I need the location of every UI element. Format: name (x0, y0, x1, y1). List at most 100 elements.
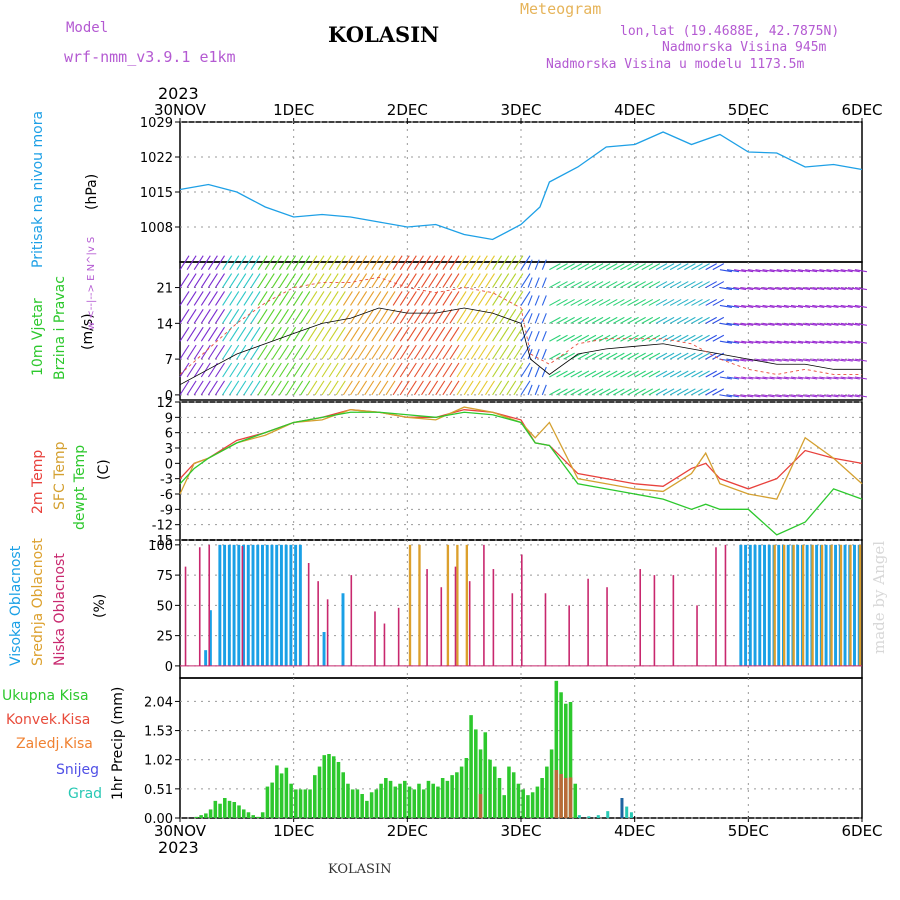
wind-barb (734, 394, 747, 398)
wind-barb (790, 287, 804, 291)
wind-barb (378, 291, 389, 306)
wind-barb (748, 304, 761, 308)
wind-barb (591, 370, 604, 378)
wind-barb (278, 291, 289, 306)
wind-barb (321, 326, 332, 342)
cloud-mid-bar (418, 544, 421, 666)
cloud-high-bar (275, 544, 279, 666)
cloud-high-bar (237, 544, 241, 666)
wind-barb (819, 340, 832, 344)
wind-barb (222, 273, 233, 288)
wind-barb (371, 344, 382, 360)
cloud-high-bar (256, 544, 260, 666)
wind-barb (229, 255, 240, 270)
wind-barb (662, 352, 675, 360)
wind-barb (385, 309, 396, 324)
wind-barb (243, 362, 254, 378)
wind-barb (357, 291, 368, 306)
wind-barb (485, 291, 495, 306)
cloud-low-bar (241, 546, 244, 666)
wind-barb (456, 273, 467, 288)
wind-barb (456, 344, 467, 360)
wind-barb (705, 388, 717, 396)
wind-barb (435, 326, 446, 342)
precip-total-bar (388, 780, 393, 818)
cloud-low-bar (483, 544, 485, 666)
wind-barb (513, 273, 524, 288)
wind-barb (257, 255, 268, 270)
wind-barb (342, 362, 353, 378)
cloud-high-bar (227, 544, 231, 666)
wind-barb (442, 291, 453, 306)
wind-barb (790, 358, 804, 362)
precip-total-bar (426, 780, 431, 818)
precip-total-bar (270, 782, 274, 818)
wind-barb (840, 287, 853, 291)
wind-barb (805, 394, 818, 398)
wind-barb (264, 362, 275, 378)
wind-barb (669, 388, 682, 396)
wind-barb (805, 322, 818, 326)
wind-barb (677, 352, 689, 360)
cloud-low-bar (397, 607, 400, 666)
wind-barb (549, 334, 561, 342)
wind-barb (584, 334, 597, 342)
wind-barb (506, 344, 517, 360)
wind-barb (278, 362, 289, 378)
wind-barb (577, 263, 590, 271)
wind-barb (520, 326, 531, 342)
precip-total-bar (492, 766, 497, 818)
wind-barb (762, 340, 775, 344)
cloud-high-bar (279, 544, 283, 666)
wind-barb (229, 273, 240, 288)
wind-barb (769, 376, 782, 380)
cloud-mid-bar (782, 544, 786, 666)
wind-barb (257, 344, 268, 360)
cloud-high-bar (298, 544, 302, 666)
wind-barb (591, 352, 604, 360)
wind-barb (243, 255, 254, 270)
wind-barb (755, 322, 768, 326)
wind-gust-line (179, 276, 862, 375)
wind-barb (563, 298, 575, 306)
wind-barb (741, 376, 754, 380)
precip-total-bar (483, 732, 488, 818)
wind-barb (655, 316, 668, 324)
wind-barb (805, 269, 818, 273)
wind-barb (719, 269, 733, 273)
model-label: Model (66, 20, 109, 36)
precip-total-bar (199, 815, 203, 818)
wind-barb (584, 281, 597, 289)
wind-barb (179, 344, 190, 360)
wind-barb (534, 366, 540, 378)
wind-barb (513, 326, 524, 342)
wind-barb (499, 309, 510, 324)
wind-barb (413, 380, 424, 396)
wind-barb (762, 376, 775, 380)
wind-barb (719, 340, 733, 344)
precip-trace-bar (620, 798, 624, 818)
cloud-low-bar (672, 575, 675, 666)
wind-barb (186, 255, 197, 270)
wind-barb (286, 380, 297, 396)
cloud-high-bar (758, 544, 762, 666)
wind-barb (584, 388, 597, 396)
wind-barb (286, 255, 297, 270)
wind-barb (428, 344, 439, 360)
wind-barb (641, 263, 654, 271)
wind-barb (705, 298, 717, 306)
precip-total-bar (511, 772, 516, 818)
wind-barb (286, 344, 297, 360)
cloud-high-bar (218, 544, 222, 666)
wind-barb (193, 362, 204, 378)
wind-barb (229, 362, 240, 378)
wind-barb (840, 269, 853, 273)
precip-total-bar (554, 680, 559, 818)
wind-barb (805, 287, 818, 291)
cloud-high-bar (796, 544, 800, 666)
wind-barb (549, 298, 561, 306)
wind-barb (200, 309, 211, 324)
wind-barb (492, 380, 503, 396)
wind-barb (805, 340, 818, 344)
wind-barb (499, 362, 510, 378)
